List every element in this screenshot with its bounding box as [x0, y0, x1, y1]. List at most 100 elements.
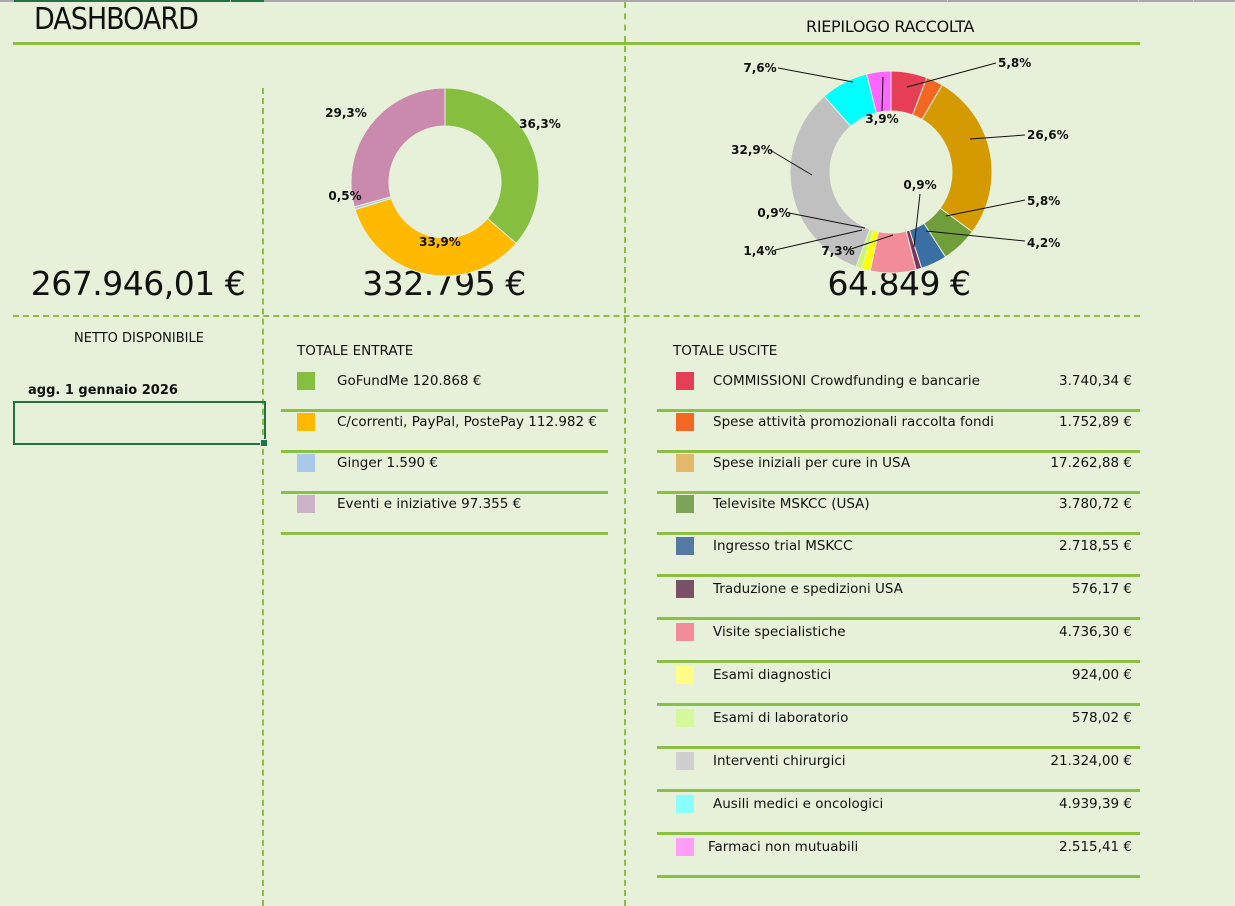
header-underline [13, 42, 1140, 45]
legend-amount: 3.780,72 € [1059, 496, 1132, 512]
donut-slice [921, 84, 993, 233]
data-label: 26,6% [1027, 128, 1069, 142]
data-label: 0,9% [903, 178, 936, 192]
row-divider [657, 532, 1140, 535]
leader-line [788, 212, 866, 229]
leader-line [769, 149, 813, 176]
legend-label: Interventi chirurgici [713, 753, 846, 769]
legend-swatch [676, 838, 694, 856]
row-divider [657, 832, 1140, 835]
legend-swatch [676, 795, 694, 813]
legend-swatch [676, 709, 694, 727]
legend-amount: 3.740,34 € [1059, 373, 1132, 389]
legend-label: Esami diagnostici [713, 667, 832, 683]
donut-slice [444, 87, 540, 245]
row-divider [657, 491, 1140, 494]
entrate-heading: TOTALE ENTRATE [297, 343, 414, 359]
leader-line [881, 76, 884, 112]
sheet-top-border [0, 0, 1235, 2]
legend-amount: 924,00 € [1071, 667, 1132, 683]
data-label: 1,4% [743, 244, 776, 258]
grid-tick [230, 0, 231, 2]
legend-item: Eventi e iniziative 97.355 € [281, 495, 608, 535]
legend-amount: 578,02 € [1071, 710, 1132, 726]
data-label: 7,6% [743, 61, 776, 75]
row-divider [281, 532, 608, 535]
leader-line [847, 234, 894, 251]
leader-line [969, 134, 1026, 140]
legend-swatch [676, 666, 694, 684]
grid-tick [947, 0, 948, 2]
legend-item: C/correnti, PayPal, PostePay 112.982 € [281, 413, 608, 453]
column-divider [624, 2, 626, 42]
legend-label: Esami di laboratorio [713, 710, 849, 726]
legend-amount: 4.939,39 € [1059, 796, 1132, 812]
data-label: 33,9% [419, 235, 461, 249]
netto-label: NETTO DISPONIBILE [74, 331, 204, 346]
legend-swatch [297, 413, 315, 431]
legend-item: Traduzione e spedizioni USA 576,17 € [657, 580, 1140, 620]
row-divider [657, 746, 1140, 749]
leader-line [774, 229, 863, 251]
data-label: 3,9% [865, 112, 898, 126]
legend-label: Spese attività promozionali raccolta fon… [713, 414, 994, 430]
row-divider [657, 409, 1140, 412]
legend-item: Farmaci non mutuabili 2.515,41 € [657, 838, 1140, 878]
legend-label: Ausili medici e oncologici [713, 796, 884, 812]
legend-label: Televisite MSKCC (USA) [713, 496, 870, 512]
leader-line [945, 199, 1026, 217]
legend-label: Traduzione e spedizioni USA [713, 581, 903, 597]
legend-swatch [676, 454, 694, 472]
row-divider [281, 409, 608, 412]
column-divider [262, 88, 264, 906]
legend-label: Ingresso trial MSKCC [713, 538, 853, 554]
legend-item: Ginger 1.590 € [281, 454, 608, 494]
selected-cell[interactable] [13, 401, 268, 447]
donut-slice [354, 197, 517, 277]
data-label: 0,9% [757, 206, 790, 220]
entrate-donut-chart: 36,3% 33,9% 0,5% 29,3% [325, 87, 561, 277]
legend-label: Visite specialistiche [713, 624, 846, 640]
legend-item: Interventi chirurgici 21.324,00 € [657, 752, 1140, 792]
data-label: 36,3% [519, 117, 561, 131]
grid-tick [1138, 0, 1139, 2]
legend-amount: 576,17 € [1071, 581, 1132, 597]
legend-item: Spese attività promozionali raccolta fon… [657, 413, 1140, 453]
data-label: 4,2% [1027, 236, 1060, 250]
legend-item: Visite specialistiche 4.736,30 € [657, 623, 1140, 663]
legend-label: Eventi e iniziative 97.355 € [337, 496, 522, 512]
legend-amount: 1.752,89 € [1059, 414, 1132, 430]
row-divider [657, 617, 1140, 620]
legend-label: Ginger 1.590 € [337, 455, 439, 471]
legend-item: Esami diagnostici 924,00 € [657, 666, 1140, 706]
uscite-heading: TOTALE USCITE [673, 343, 778, 359]
row-divider [657, 789, 1140, 792]
legend-item: Spese iniziali per cure in USA 17.262,88 … [657, 454, 1140, 494]
legend-item: Televisite MSKCC (USA) 3.780,72 € [657, 495, 1140, 535]
legend-swatch [676, 537, 694, 555]
legend-swatch [676, 752, 694, 770]
row-divider [657, 660, 1140, 663]
data-label: 7,3% [821, 244, 854, 258]
donut-slice [866, 70, 892, 114]
leader-line [925, 230, 1026, 242]
leader-line [913, 193, 921, 248]
legend-label: GoFundMe 120.868 € [337, 373, 482, 389]
donut-slice [350, 87, 446, 208]
fill-handle[interactable] [260, 439, 268, 447]
legend-label: C/correnti, PayPal, PostePay 112.982 € [337, 414, 597, 430]
row-divider [281, 450, 608, 453]
grid-tick [1193, 0, 1194, 2]
legend-item: GoFundMe 120.868 € [281, 372, 608, 412]
page-title: DASHBOARD [34, 2, 199, 37]
legend-label: Farmaci non mutuabili [708, 839, 859, 855]
donut-slice [789, 95, 871, 268]
data-label: 0,5% [328, 189, 361, 203]
legend-amount: 17.262,88 € [1050, 455, 1132, 471]
legend-label: Spese iniziali per cure in USA [713, 455, 911, 471]
leader-line [777, 67, 854, 83]
data-label: 5,8% [998, 56, 1031, 70]
leader-line [906, 62, 997, 88]
legend-amount: 2.515,41 € [1059, 839, 1132, 855]
sheet-selection-indicator [14, 0, 264, 2]
